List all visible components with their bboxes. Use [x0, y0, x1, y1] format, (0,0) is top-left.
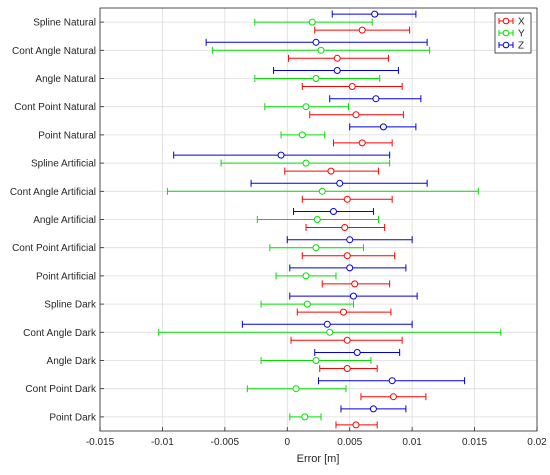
y-tick-label: Point Natural	[38, 130, 96, 141]
x-tick-label: 0.005	[337, 437, 362, 448]
x-axis-label: Error [m]	[297, 453, 340, 465]
data-point	[312, 244, 320, 252]
y-tick-label: Angle Dark	[47, 356, 97, 367]
y-tick-label: Point Dark	[49, 412, 97, 423]
data-point	[358, 26, 366, 34]
y-tick-label: Cont Point Natural	[14, 102, 96, 113]
data-point	[349, 292, 357, 300]
data-point	[351, 280, 359, 288]
y-tick-labels: Spline Natural Cont Angle Natural Angle Na…	[10, 18, 97, 424]
data-point	[333, 67, 341, 74]
data-point	[333, 54, 341, 62]
x-tick-label: -0.015	[86, 437, 115, 448]
data-point	[343, 336, 351, 344]
series-y	[158, 18, 502, 421]
y-tick-label: Cont Point Artificial	[12, 243, 96, 254]
data-point	[312, 357, 320, 364]
data-point	[302, 159, 310, 167]
data-point	[339, 308, 347, 316]
data-point	[336, 179, 344, 187]
x-tick-label: 0.015	[462, 437, 487, 448]
plot-frame	[99, 7, 538, 432]
legend: XYZ	[494, 12, 532, 54]
y-tick-label: Spline Natural	[33, 18, 96, 29]
data-point	[327, 167, 335, 175]
data-point	[317, 46, 325, 54]
data-point	[298, 131, 306, 139]
x-tick-labels: -0.015 -0.01 -0.005 0 0.005 0.01 0.015 0.02	[86, 437, 547, 448]
series-layer	[158, 10, 502, 429]
legend-label: Z	[518, 41, 524, 52]
data-point	[326, 328, 334, 336]
y-tick-label: Angle Natural	[35, 74, 96, 85]
data-point	[348, 83, 356, 90]
data-point	[302, 103, 310, 111]
data-point	[346, 264, 354, 272]
data-point	[323, 320, 331, 328]
data-point	[369, 405, 377, 413]
series-z	[173, 10, 466, 413]
data-point	[329, 208, 337, 215]
legend-item-x: X	[498, 17, 525, 28]
series-x	[284, 26, 427, 429]
data-point	[343, 252, 351, 260]
data-point	[372, 95, 380, 103]
legend-marker	[502, 41, 510, 49]
y-tick-label: Cont Angle Artificial	[10, 187, 96, 198]
data-point	[277, 151, 285, 159]
data-point	[343, 195, 351, 203]
data-point	[312, 38, 320, 46]
y-tick-label: Spline Artificial	[31, 159, 96, 170]
data-point	[353, 349, 361, 356]
data-point	[318, 187, 326, 195]
data-point	[371, 10, 379, 18]
data-point	[358, 139, 366, 147]
data-point	[389, 393, 397, 401]
legend-marker	[502, 17, 510, 25]
legend-marker	[502, 29, 510, 37]
x-tick-label: 0.01	[402, 437, 422, 448]
data-point	[346, 236, 354, 244]
x-tick-label: 0	[285, 437, 291, 448]
y-tick-label: Cont Point Dark	[25, 384, 97, 395]
y-tick-label: Point Artificial	[36, 271, 96, 282]
data-point	[308, 18, 316, 26]
data-point	[292, 385, 300, 393]
data-point	[303, 300, 311, 308]
data-point	[301, 413, 309, 421]
data-point	[341, 224, 349, 231]
data-point	[379, 123, 387, 131]
data-point	[313, 216, 321, 223]
data-point	[352, 421, 360, 429]
legend-item-y: Y	[498, 29, 525, 40]
data-point	[388, 377, 396, 385]
y-tick-label: Spline Dark	[44, 300, 97, 311]
data-point	[343, 365, 351, 372]
x-tick-label: -0.01	[151, 437, 174, 448]
legend-item-z: Z	[498, 41, 524, 52]
y-tick-label: Cont Angle Dark	[23, 328, 97, 339]
data-point	[302, 272, 310, 280]
x-tick-label: 0.02	[527, 437, 547, 448]
x-tick-label: -0.005	[211, 437, 240, 448]
y-tick-label: Cont Angle Natural	[12, 46, 96, 57]
data-point	[312, 75, 320, 82]
y-tick-label: Angle Artificial	[33, 215, 96, 226]
data-point	[352, 111, 360, 119]
legend-label: Y	[518, 29, 525, 40]
legend-label: X	[518, 17, 525, 28]
